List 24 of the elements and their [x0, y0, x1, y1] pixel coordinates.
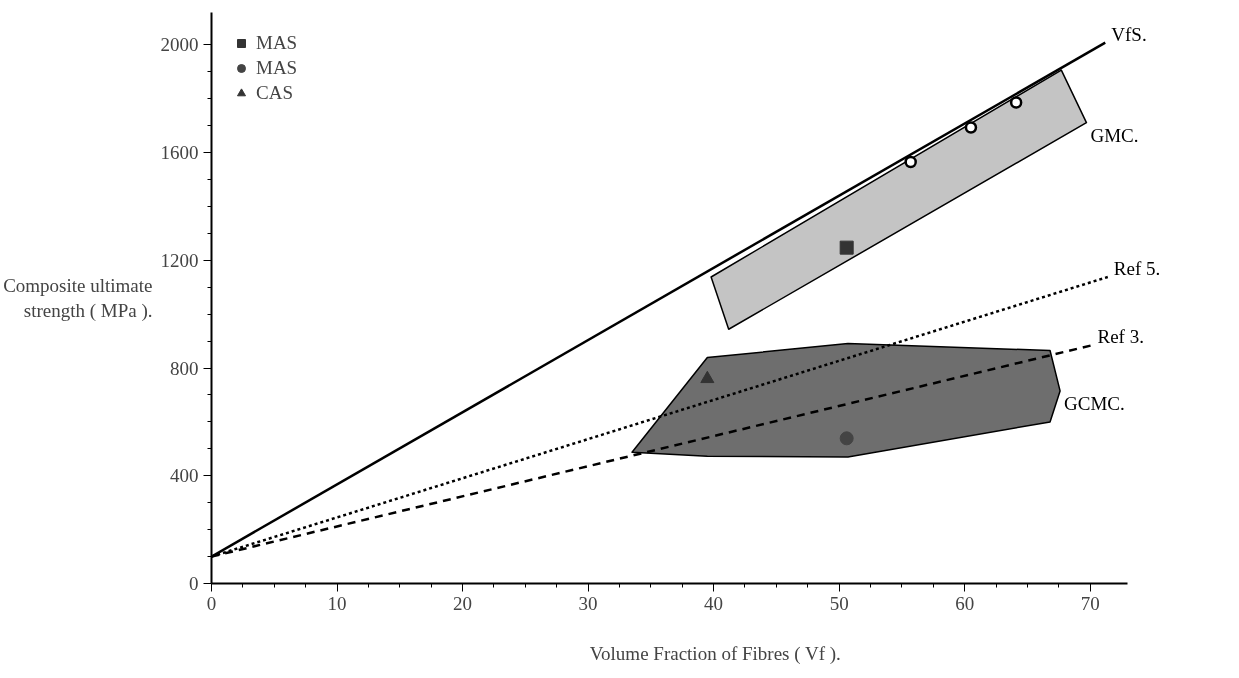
y-tick-label: 1200 [160, 249, 199, 271]
y-tick-label: 2000 [160, 34, 199, 56]
y-axis-title: Composite ultimate strength ( MPa ). [3, 274, 153, 323]
x-tick-label: 0 [206, 592, 217, 614]
legend-label: CAS [256, 82, 293, 104]
x-tick-label: 50 [829, 592, 849, 614]
x-tick-label: 20 [453, 592, 473, 614]
series-label: GCMC. [1064, 392, 1125, 414]
y-tick-label: 800 [170, 357, 199, 379]
x-tick-label: 40 [704, 592, 724, 614]
x-tick-label: 60 [955, 592, 975, 614]
y-tick-label: 1600 [160, 142, 199, 164]
y-tick-label: 400 [170, 465, 199, 487]
legend-label: MAS [256, 32, 298, 54]
series-label: GMC. [1090, 124, 1139, 146]
y-tick-label: 0 [189, 573, 199, 594]
series-label: VfS. [1111, 23, 1147, 45]
x-tick-label: 10 [327, 592, 347, 614]
legend-label: MAS [256, 57, 298, 79]
series-label: Ref 3. [1097, 326, 1144, 348]
series-label: Ref 5. [1113, 257, 1161, 279]
x-axis-title: Volume Fraction of Fibres ( Vf ). [589, 642, 841, 665]
x-tick-label: 70 [1080, 592, 1100, 614]
x-tick-label: 30 [578, 592, 598, 614]
